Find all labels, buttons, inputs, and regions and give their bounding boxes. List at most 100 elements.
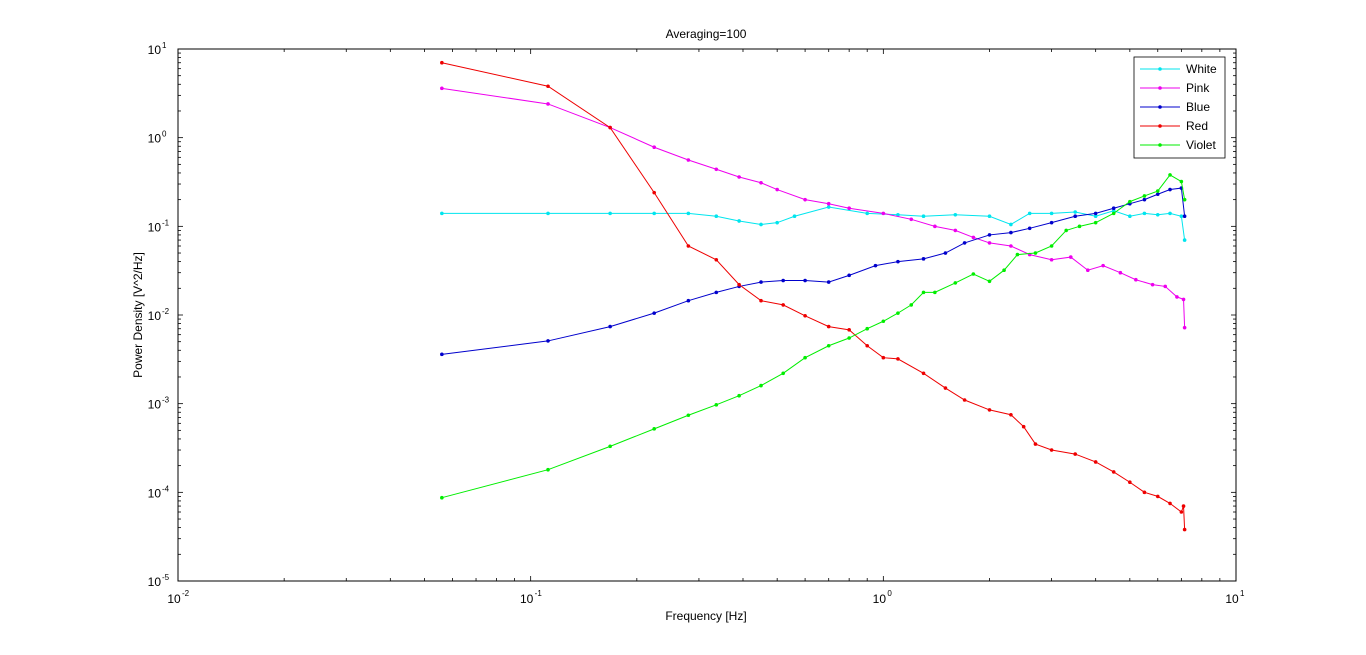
data-point (1150, 282, 1155, 287)
data-point (1093, 214, 1098, 219)
data-point (1111, 470, 1116, 474)
y-tick-exponent: 1 (162, 41, 167, 50)
y-tick-label: 10 (148, 132, 162, 146)
data-point (826, 205, 831, 209)
data-point (1168, 501, 1172, 506)
data-point (737, 219, 741, 223)
y-tick-label: 10 (148, 220, 162, 234)
data-point (686, 413, 691, 418)
data-point (847, 336, 851, 340)
data-point (1021, 424, 1026, 429)
data-point (953, 228, 958, 233)
data-point (1093, 220, 1098, 225)
legend-item-violet: Violet (1140, 138, 1216, 152)
data-point (546, 339, 550, 343)
data-point (1009, 412, 1013, 417)
data-point (1049, 257, 1054, 262)
data-point (865, 211, 869, 216)
data-point (608, 211, 612, 216)
data-point (987, 233, 992, 237)
series-red (440, 60, 1187, 532)
data-point (1049, 211, 1054, 216)
data-point (714, 257, 719, 262)
data-point (652, 190, 656, 195)
data-point (987, 279, 992, 284)
legend-label: Red (1186, 119, 1208, 133)
data-point (1155, 192, 1160, 197)
data-point (865, 343, 869, 348)
data-point (652, 427, 656, 431)
data-point (971, 235, 976, 240)
data-point (1182, 238, 1187, 242)
data-point (1128, 199, 1132, 204)
data-point (987, 408, 992, 412)
data-point (896, 357, 900, 361)
data-point (1182, 325, 1187, 330)
data-point (737, 175, 741, 179)
legend-label: White (1186, 62, 1217, 76)
legend-marker (1158, 86, 1162, 90)
data-point (1142, 211, 1147, 216)
data-point (1009, 230, 1013, 235)
data-point (759, 383, 763, 388)
data-point (759, 180, 763, 185)
series-line (441, 206, 1186, 241)
data-point (608, 324, 612, 329)
data-point (1111, 208, 1116, 213)
data-point (1181, 297, 1186, 302)
data-point (1033, 442, 1038, 446)
legend: White Pink Blue Red Violet (1133, 56, 1226, 159)
data-point (1073, 452, 1078, 456)
y-axis-label: Power Density [V^2/Hz] (131, 252, 145, 378)
data-point (1168, 211, 1172, 216)
data-point (1009, 244, 1013, 248)
data-point (847, 206, 851, 211)
data-point (881, 211, 886, 216)
data-point (881, 355, 886, 360)
data-point (943, 386, 948, 390)
data-point (1155, 494, 1160, 499)
y-tick-label: 10 (148, 575, 162, 589)
data-point (1134, 277, 1138, 282)
data-point (987, 241, 992, 245)
legend-marker (1158, 124, 1162, 128)
data-point (440, 60, 444, 65)
legend-marker (1158, 143, 1162, 147)
data-point (737, 282, 741, 287)
data-point (921, 214, 926, 219)
data-point (686, 211, 691, 216)
data-point (1086, 268, 1090, 273)
x-axis-label: Frequency [Hz] (665, 609, 746, 623)
data-point (1163, 284, 1168, 289)
data-point (881, 319, 886, 324)
legend-marker (1158, 67, 1162, 71)
data-point (546, 467, 550, 472)
data-point (1049, 244, 1054, 248)
data-point (759, 222, 763, 227)
data-point (865, 326, 869, 331)
data-point (826, 201, 831, 206)
data-point (759, 280, 763, 284)
data-point (652, 311, 656, 315)
data-point (737, 393, 741, 398)
series-white (440, 205, 1187, 242)
data-point (686, 158, 691, 162)
data-point (826, 324, 831, 329)
data-point (686, 244, 691, 248)
data-point (803, 313, 807, 318)
legend-label: Pink (1186, 81, 1210, 95)
data-point (652, 145, 656, 150)
data-point (608, 444, 612, 449)
data-point (1179, 214, 1184, 219)
y-tick-exponent: -2 (162, 307, 170, 316)
data-point (1077, 224, 1082, 229)
data-point (962, 241, 967, 245)
data-point (759, 298, 763, 303)
data-point (803, 355, 807, 360)
data-point (1182, 214, 1187, 219)
data-point (440, 211, 444, 216)
data-point (826, 280, 831, 284)
data-point (847, 273, 851, 278)
data-point (1073, 214, 1078, 219)
data-point (987, 214, 992, 219)
